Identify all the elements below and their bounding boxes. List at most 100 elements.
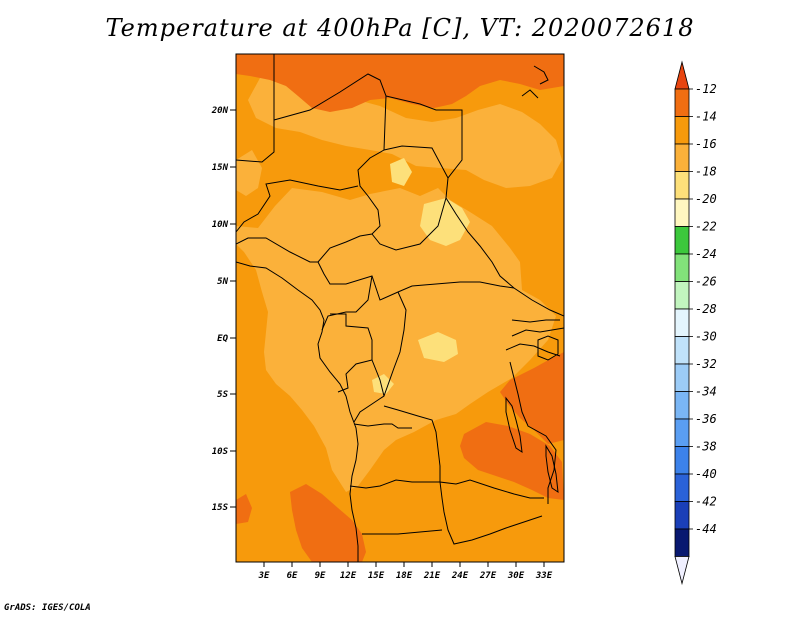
field-region-warm-north [236,54,564,112]
colorbar-swatch [674,116,690,145]
border-coast-west [236,261,359,562]
border-19 [349,479,440,489]
colorbar-label: -42 [695,495,717,509]
colorbar-swatch [674,198,690,227]
border-coast-north [533,65,549,85]
plot-title: Temperature at 400hPa [C], VT: 202007261… [105,14,695,42]
colorbar-swatch [674,418,690,447]
border-14 [511,327,564,337]
colorbar-swatch [674,501,690,530]
colorbar-swatch [674,473,690,502]
border-15 [505,343,561,357]
grads-credit: GrADS: IGES/COLA [4,603,91,613]
lat-tick-label: 5N [217,277,228,287]
colorbar-label: -30 [695,330,717,344]
lat-tick-label: 10S [212,447,229,457]
colorbar-arrow-bottom [674,556,690,586]
border-lake-tanganyika [505,396,523,454]
colorbar-label: -16 [695,137,717,151]
field-region-pale-4 [372,374,394,394]
border-21 [362,529,443,535]
lon-tick-label: 9E [315,571,326,581]
lon-tick-label: 6E [287,571,298,581]
longitude-axis: 3E 6E 9E 12E 15E 18E 21E 24E 27E 30E 33E [258,562,553,581]
field-region-pale-3 [418,332,458,362]
colorbar-swatch [674,171,690,200]
colorbar: -12 -14 -16 -18 -20 -22 -24 -26 -28 -30 -32 -34 -36 -… [674,60,717,586]
field-region-warm-east [500,352,564,444]
colorbar-label: -18 [695,165,717,179]
temperature-field [236,54,564,562]
colorbar-swatch [674,281,690,310]
lon-tick-label: 3E [258,571,270,581]
border-1 [236,54,275,163]
border-5 [371,197,447,251]
colorbar-swatch [674,226,690,255]
colorbar-swatch [674,363,690,392]
colorbar-swatch [674,336,690,365]
lon-tick-label: 33E [535,571,553,581]
colorbar-label: -28 [695,302,717,316]
colorbar-label: -14 [695,110,717,124]
colorbar-label: -20 [695,192,717,206]
border-11 [353,359,385,423]
border-9 [321,275,373,331]
field-region-warm-southeast [460,422,564,500]
lat-tick-label: EQ [217,334,228,344]
border-nile [521,89,539,99]
colorbar-swatch [674,528,690,557]
map-frame [235,53,565,563]
lat-tick-label: 10N [212,220,229,230]
field-region-warm-west [236,494,252,524]
lat-tick-label: 20N [211,106,229,116]
lon-tick-label: 27E [479,571,497,581]
border-7 [236,179,359,233]
colorbar-swatch [674,253,690,282]
border-10 [330,313,373,393]
lon-tick-label: 30E [507,571,525,581]
colorbar-label: -38 [695,440,717,454]
colorbar-arrow-top [674,60,690,90]
latitude-axis: 20N 15N 10N 5N EQ 5S 10S 15S [211,106,236,513]
field-region-warm-southwest [290,484,366,562]
field-region-pale-2 [390,158,412,186]
border-lake-malawi [545,444,559,494]
colorbar-swatch [674,391,690,420]
border-16 [509,361,557,504]
border-20 [439,481,543,545]
colorbar-label: -22 [695,220,717,234]
border-lake-victoria [537,335,559,361]
colorbar-label: -34 [695,385,717,399]
colorbar-label: -40 [695,467,717,481]
border-13 [511,319,560,323]
border-3 [385,95,564,317]
field-region-light [236,188,556,492]
colorbar-swatch [674,446,690,475]
colorbar-swatch [674,143,690,172]
lat-tick-label: 15N [212,163,229,173]
colorbar-label: -24 [695,247,717,261]
lon-tick-label: 15E [368,571,385,581]
lon-tick-label: 24E [451,571,469,581]
lon-tick-label: 18E [396,571,413,581]
border-2 [273,73,387,263]
lon-tick-label: 21E [423,571,441,581]
colorbar-label: -32 [695,357,717,371]
border-18 [353,423,412,429]
border-12 [383,291,407,397]
field-region-pale-1 [420,198,470,246]
colorbar-label: -36 [695,412,717,426]
colorbar-label: -12 [695,82,717,96]
colorbar-label: -26 [695,275,717,289]
colorbar-swatch [674,308,690,337]
border-8 [236,237,318,263]
border-4 [383,145,449,179]
colorbar-label: -44 [695,522,717,536]
lon-tick-label: 12E [340,571,357,581]
colorbar-swatch [674,88,690,117]
lat-tick-label: 5S [217,390,228,400]
country-borders [236,54,564,562]
lat-tick-label: 15S [212,503,229,513]
